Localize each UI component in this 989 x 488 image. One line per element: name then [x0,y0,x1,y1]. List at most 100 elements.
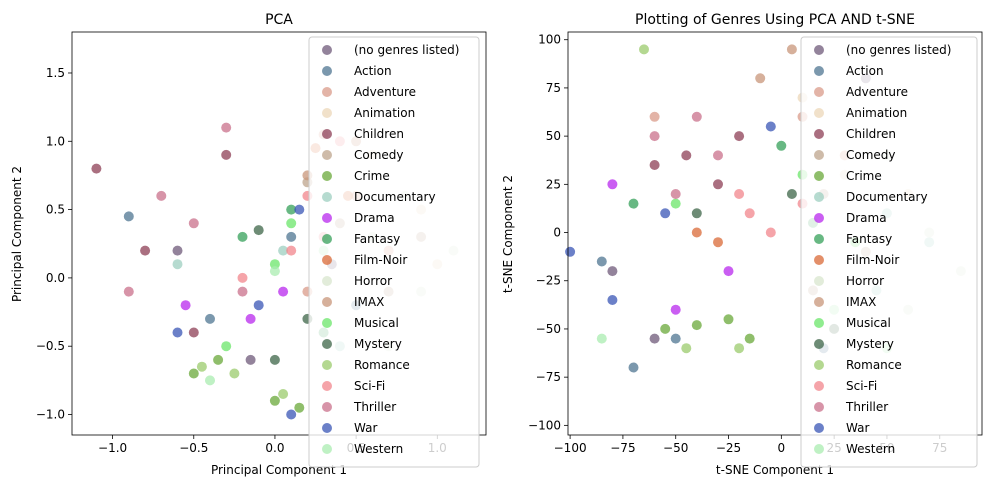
legend-marker [322,255,332,265]
y-tick-label: −75 [536,370,561,384]
y-tick-label: 1.0 [46,134,65,148]
legend-marker [322,444,332,454]
legend-frame [800,36,978,468]
legend-label: Western [846,442,895,456]
data-point [744,333,755,344]
y-tick-label: −1.0 [36,408,65,422]
data-point [649,333,660,344]
legend-marker [322,276,332,286]
data-point [286,231,297,242]
y-tick-label: −50 [536,322,561,336]
legend-label: Fantasy [846,232,892,246]
data-point [786,189,797,199]
data-point [786,44,797,55]
data-point [286,204,297,215]
legend-marker [814,255,824,265]
pca-chart: PCA Principal Component 1 Principal Comp… [10,12,487,477]
data-point [180,300,191,311]
legend-marker [322,381,332,391]
legend-marker [814,66,824,76]
legend: (no genres listed) Action Adventure Animati… [308,36,480,468]
data-point [607,295,618,305]
legend-label: Film-Noir [846,253,899,267]
data-point [713,179,723,190]
x-tick-label: −0.5 [179,441,208,455]
data-point [294,402,305,413]
data-point [253,225,264,236]
legend-label: Crime [354,169,390,183]
legend-marker [814,276,824,286]
data-point [278,245,289,256]
plot-frame [71,31,487,436]
data-point [229,368,240,379]
y-tick-label: −0.5 [36,339,65,353]
legend-label: Children [354,127,404,141]
data-point [734,131,745,142]
data-point [565,246,576,257]
data-point [660,323,671,334]
legend-label: Drama [354,211,395,225]
legend-label: War [354,421,377,435]
data-point [639,44,649,55]
data-point [713,150,723,161]
data-point [91,163,102,174]
data-point [607,179,618,190]
y-axis-label: t-SNE Component 2 [501,175,515,293]
legend-marker [814,213,824,223]
x-tick-label: −100 [554,441,587,455]
legend-label: Thriller [353,400,396,414]
legend-label: Mystery [846,337,894,351]
legend-marker [322,402,332,412]
data-point [188,368,199,379]
legend-label: Romance [846,358,902,372]
legend-marker [814,87,824,97]
x-tick-label: 0.0 [265,441,284,455]
legend-marker [814,234,824,244]
data-point [607,266,618,277]
data-point [765,227,776,238]
y-tick-label: 1.5 [46,66,65,80]
x-tick-label: 0 [778,441,786,455]
legend-label: (no genres listed) [846,43,951,57]
legend-marker [814,192,824,202]
data-point [156,190,167,201]
legend-marker [322,318,332,328]
data-point [245,354,256,365]
data-point [294,204,305,215]
data-point [205,313,215,324]
plot-frame [567,31,983,436]
legend-marker [322,234,332,244]
legend-marker [814,45,824,55]
data-point [196,361,207,372]
data-point [691,111,702,122]
data-point [172,245,183,256]
legend-label: Comedy [846,148,896,162]
y-tick-label: 0.5 [46,203,65,217]
data-point [744,208,755,219]
data-point [253,300,264,311]
y-tick-label: −100 [528,418,561,432]
data-point [237,286,248,297]
legend-marker [322,213,332,223]
data-point [237,272,248,283]
legend-label: Sci-Fi [354,379,385,393]
y-axis-label: Principal Component 2 [10,166,24,302]
data-point [221,149,232,160]
legend-label: Comedy [354,148,404,162]
data-point [691,208,702,219]
data-point [670,304,681,315]
legend-label: Action [354,64,392,78]
legend-label: Fantasy [354,232,400,246]
legend-label: War [846,421,869,435]
y-ticks: −1.0 −0.5 0.0 0.5 1.0 1.5 [36,66,72,422]
legend-label: IMAX [846,295,876,309]
data-point [649,131,660,142]
legend-marker [814,423,824,433]
data-point [670,189,681,199]
data-point [681,150,692,161]
data-point [245,313,256,324]
legend-marker [322,297,332,307]
legend-marker [814,297,824,307]
legend-label: Film-Noir [354,253,407,267]
